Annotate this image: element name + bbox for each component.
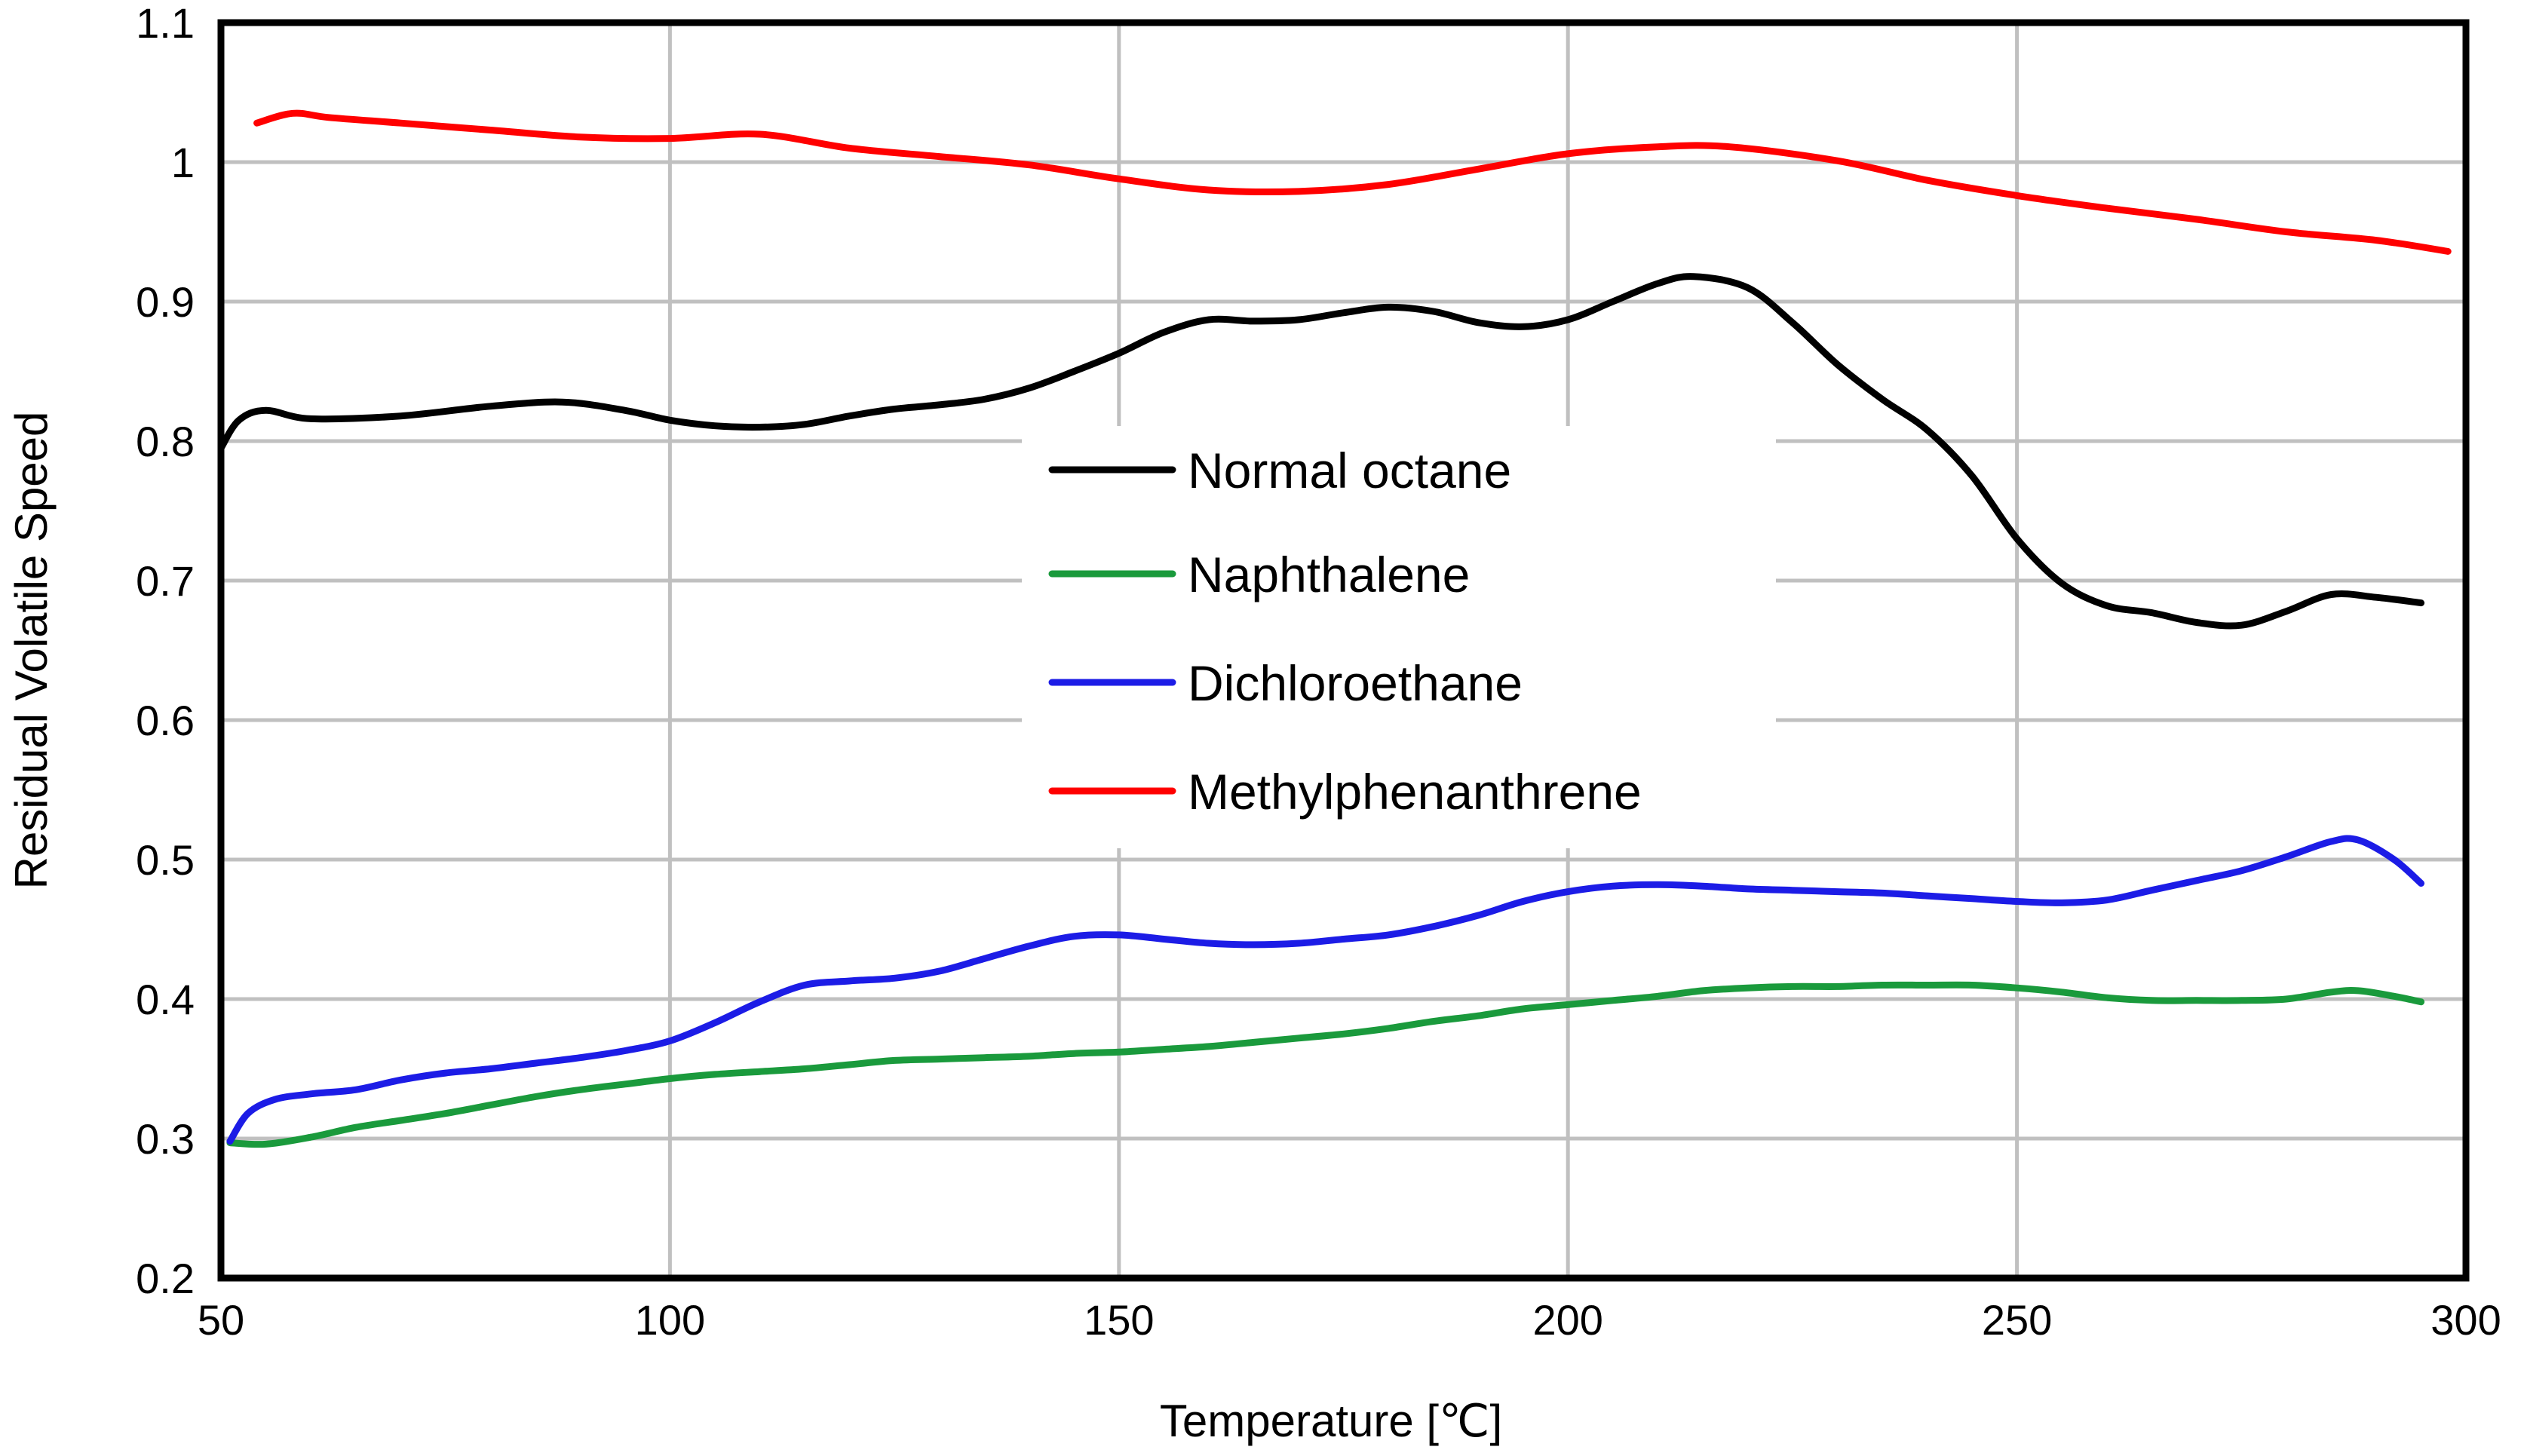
x-tick-label: 300 [2431,1296,2501,1344]
y-tick-label: 0.6 [136,697,195,744]
y-tick-label: 0.2 [136,1255,195,1302]
x-tick-label: 50 [198,1296,244,1344]
series-line-naphthalene [226,981,2424,1148]
plot-frame [217,19,2470,1282]
y-tick-label: 0.5 [136,836,195,884]
y-tick-label: 0.9 [136,278,195,326]
y-tick-label: 1 [171,139,195,186]
x-tick-label: 200 [1532,1296,1602,1344]
y-tick-label: 0.3 [136,1115,195,1163]
x-axis-tick-labels: 50 100 150 200 250 300 [198,1296,2501,1344]
series-layer [217,109,2452,1148]
series-line-methylphenanthrene [253,109,2452,255]
y-tick-label: 0.7 [136,557,195,605]
legend-label-dichloroethane: Dichloroethane [1188,655,1523,711]
y-axis-title: Residual Volatile Speed [6,412,57,890]
y-axis-tick-labels: 0.2 0.3 0.4 0.5 0.6 0.7 0.8 0.9 1 1.1 [136,0,195,1302]
series-line-normal-octane [217,273,2424,630]
legend: Normal octane Naphthalene Dichloroethane Me… [1022,426,1776,848]
x-axis-title: Temperature [℃] [1160,1396,1502,1446]
legend-label-normal-octane: Normal octane [1188,443,1511,498]
y-tick-label: 0.4 [136,976,195,1023]
series-line-dichloroethane [226,835,2424,1145]
y-tick-label: 1.1 [136,0,195,47]
legend-background [1022,426,1776,848]
y-tick-label: 0.8 [136,418,195,465]
legend-label-naphthalene: Naphthalene [1188,547,1470,602]
x-tick-label: 250 [1982,1296,2052,1344]
x-tick-label: 150 [1084,1296,1154,1344]
legend-label-methylphenanthrene: Methylphenanthrene [1188,764,1642,820]
x-tick-label: 100 [635,1296,705,1344]
